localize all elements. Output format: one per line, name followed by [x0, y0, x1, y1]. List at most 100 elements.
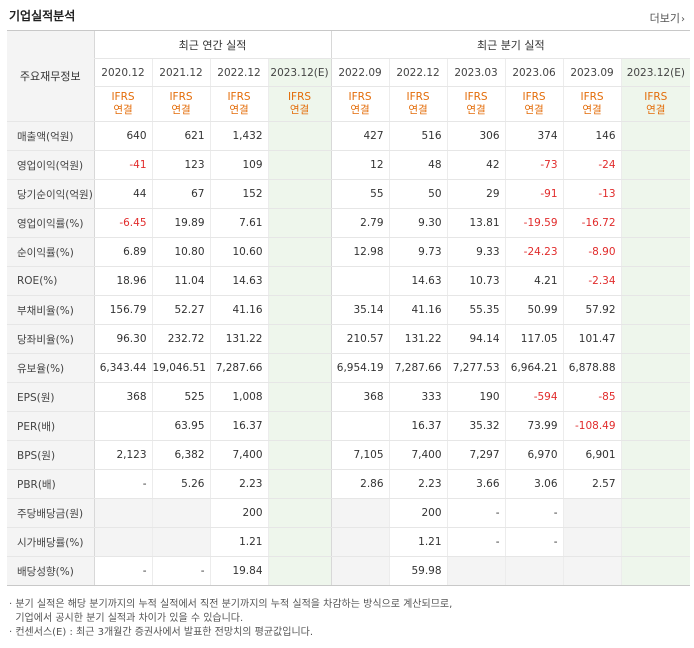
period-header: 2022.12	[388, 58, 448, 87]
basis-standard: IFRS	[227, 91, 251, 103]
table-cell: 6,970	[504, 440, 564, 470]
table-cell	[267, 150, 332, 180]
table-cell: 6,878.88	[562, 353, 622, 383]
row-label: ROE(%)	[7, 266, 94, 296]
table-cell: 18.96	[93, 266, 152, 296]
table-cell: 621	[151, 121, 210, 151]
table-cell: 9.30	[388, 208, 448, 238]
table-cell: -8.90	[562, 237, 622, 267]
table-row: 순이익률(%) 6.89 10.80 10.60 12.98 9.73 9.33 -24.23…	[7, 237, 691, 267]
table-cell	[267, 440, 332, 470]
basis-label: IFRS 연결	[151, 86, 210, 122]
table-cell: 52.27	[151, 295, 210, 325]
table-cell: 63.95	[151, 411, 210, 441]
table-cell: 3.66	[446, 469, 506, 499]
period-header: 2023.12(E)	[620, 58, 691, 87]
table-cell	[330, 527, 390, 557]
basis-label: IFRS 연결	[388, 86, 448, 122]
table-cell: 35.14	[330, 295, 390, 325]
basis-label: IFRS 연결	[504, 86, 564, 122]
table-cell	[620, 411, 691, 441]
row-label: 유보율(%)	[7, 353, 94, 383]
table-cell: -41	[93, 150, 152, 180]
table-cell: 152	[209, 179, 268, 209]
row-label: 매출액(억원)	[7, 121, 94, 151]
table-row: 영업이익률(%) -6.45 19.89 7.61 2.79 9.30 13.81 -19.5…	[7, 208, 691, 238]
basis-consolidation: 연결	[171, 104, 191, 116]
table-cell: -19.59	[504, 208, 564, 238]
table-cell: 44	[93, 179, 152, 209]
table-cell: 6,343.44	[93, 353, 152, 383]
footnotes: · 분기 실적은 해당 분기까지의 누적 실적에서 직전 분기까지의 누적 실적…	[9, 598, 685, 640]
table-cell: 131.22	[388, 324, 448, 354]
table-cell: 73.99	[504, 411, 564, 441]
table-cell: 7,105	[330, 440, 390, 470]
table-cell: 48	[388, 150, 448, 180]
table-cell	[267, 208, 332, 238]
basis-consolidation: 연결	[113, 104, 133, 116]
row-label: 순이익률(%)	[7, 237, 94, 267]
table-cell: 6,954.19	[330, 353, 390, 383]
table-cell: 67	[151, 179, 210, 209]
basis-standard: IFRS	[348, 91, 372, 103]
table-cell: 146	[562, 121, 622, 151]
basis-label: IFRS 연결	[93, 86, 152, 122]
table-cell: 41.16	[209, 295, 268, 325]
table-cell: 200	[388, 498, 448, 528]
table-cell: 2.79	[330, 208, 390, 238]
period-header: 2023.09	[562, 58, 622, 87]
table-row: 당좌비율(%) 96.30 232.72 131.22 210.57 131.22 94.1…	[7, 324, 691, 354]
table-cell	[267, 179, 332, 209]
table-cell	[151, 527, 210, 557]
table-cell: 156.79	[93, 295, 152, 325]
table-cell: -	[504, 498, 564, 528]
table-cell: 7,287.66	[388, 353, 448, 383]
table-cell: 2.86	[330, 469, 390, 499]
table-cell: -24	[562, 150, 622, 180]
table-cell: 368	[330, 382, 390, 412]
table-cell: 13.81	[446, 208, 506, 238]
table-cell: 59.98	[388, 556, 448, 586]
basis-label: IFRS 연결	[330, 86, 390, 122]
more-link[interactable]: 더보기›	[650, 10, 685, 26]
table-cell: -73	[504, 150, 564, 180]
basis-consolidation: 연결	[408, 104, 428, 116]
table-cell: 19.84	[209, 556, 268, 586]
table-cell: 10.80	[151, 237, 210, 267]
table-cell: 1.21	[209, 527, 268, 557]
table-cell: 4.21	[504, 266, 564, 296]
table-cell: 1,432	[209, 121, 268, 151]
table-cell: 427	[330, 121, 390, 151]
table-cell	[267, 556, 332, 586]
table-cell: -	[93, 469, 152, 499]
period-header: 2020.12	[93, 58, 152, 87]
table-cell: 1.21	[388, 527, 448, 557]
period-header: 2023.12(E)	[267, 58, 332, 87]
table-cell	[93, 527, 152, 557]
table-row: 영업이익(억원) -41 123 109 12 48 42 -73 -24	[7, 150, 691, 180]
table-cell: -13	[562, 179, 622, 209]
row-label: 영업이익률(%)	[7, 208, 94, 238]
basis-consolidation: 연결	[289, 104, 310, 116]
table-cell: 2,123	[93, 440, 152, 470]
basis-label: IFRS 연결	[620, 86, 691, 122]
table-cell: 9.33	[446, 237, 506, 267]
table-cell	[330, 556, 390, 586]
table-cell: 7,287.66	[209, 353, 268, 383]
table-cell: -24.23	[504, 237, 564, 267]
table-cell: 10.60	[209, 237, 268, 267]
table-cell: 57.92	[562, 295, 622, 325]
basis-consolidation: 연결	[646, 104, 666, 116]
period-header: 2021.12	[151, 58, 210, 87]
row-label: BPS(원)	[7, 440, 94, 470]
table-cell: 14.63	[209, 266, 268, 296]
row-label: 배당성향(%)	[7, 556, 94, 586]
table-cell	[562, 556, 622, 586]
table-cell	[620, 295, 691, 325]
footnote-2: 기업에서 공시한 분기 실적과 차이가 있을 수 있습니다.	[9, 613, 244, 624]
table-cell	[620, 121, 691, 151]
table-cell	[620, 179, 691, 209]
table-cell	[620, 498, 691, 528]
annual-group-header: 최근 연간 실적	[93, 30, 332, 59]
table-cell: 55.35	[446, 295, 506, 325]
